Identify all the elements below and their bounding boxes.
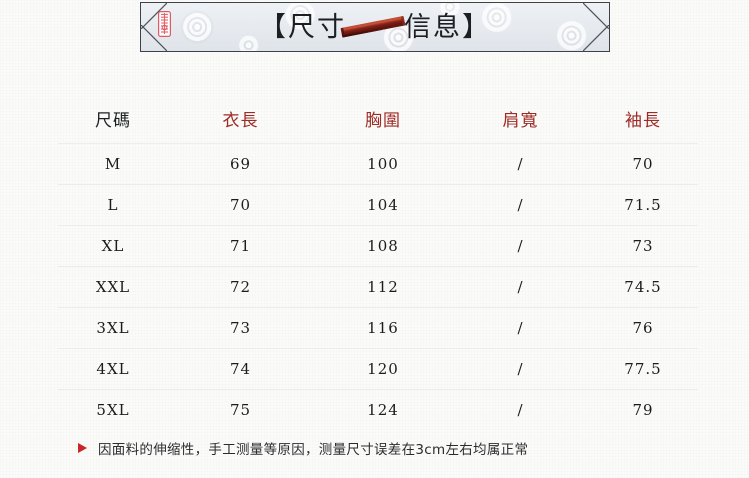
cell-length: 70 [168,184,313,226]
cell-length: 71 [168,225,313,267]
cell-shoulder: / [453,307,588,349]
cell-length: 69 [168,143,313,185]
cell-size: M [58,143,168,185]
size-table-body: M 69 100 / 70 L 70 104 / 71.5 XL 71 108 [58,143,698,430]
cell-size: L [58,184,168,226]
banner-title-prefix: 【尺寸 [259,11,346,43]
cell-bust: 108 [313,225,453,267]
size-table-container: 尺碼 衣長 胸圍 肩寬 袖長 M 69 100 / 70 L 70 [0,96,749,430]
cell-size: 3XL [58,307,168,349]
cell-length: 72 [168,266,313,308]
cell-sleeve: 77.5 [588,348,698,390]
banner-title-suffix: 信息】 [404,11,491,43]
cell-sleeve: 73 [588,225,698,267]
cell-size: 5XL [58,389,168,430]
cell-shoulder: / [453,389,588,430]
size-table: 尺碼 衣長 胸圍 肩寬 袖長 M 69 100 / 70 L 70 [58,96,698,430]
table-header-row: 尺碼 衣長 胸圍 肩寬 袖長 [58,96,698,144]
measurement-disclaimer: 因面料的伸缩性，手工测量等原因，测量尺寸误差在3cm左右均属正常 [78,438,528,458]
column-header-length: 衣長 [222,111,259,131]
cell-shoulder: / [453,348,588,390]
cell-shoulder: / [453,143,588,185]
cell-sleeve: 71.5 [588,184,698,226]
table-row: XL 71 108 / 73 [58,225,698,267]
cell-shoulder: / [453,266,588,308]
cell-length: 74 [168,348,313,390]
cell-bust: 100 [313,143,453,185]
column-header-shoulder: 肩寬 [502,111,539,131]
cell-bust: 120 [313,348,453,390]
size-info-banner: 【尺寸 [140,2,610,52]
table-row: XXL 72 112 / 74.5 [58,266,698,308]
table-row: 5XL 75 124 / 79 [58,389,698,430]
cell-size: XL [58,225,168,267]
triangle-right-icon [78,443,87,453]
cell-shoulder: / [453,184,588,226]
cell-shoulder: / [453,225,588,267]
size-table-header: 尺碼 衣長 胸圍 肩寬 袖長 [58,96,698,144]
wooden-ruler-icon [336,12,410,42]
red-seal-stamp-icon [158,11,172,37]
table-row: 3XL 73 116 / 76 [58,307,698,349]
cell-bust: 124 [313,389,453,430]
cell-bust: 116 [313,307,453,349]
table-row: L 70 104 / 71.5 [58,184,698,226]
column-header-bust: 胸圍 [365,111,401,131]
cell-length: 73 [168,307,313,349]
column-header-sleeve: 袖長 [625,111,661,131]
cell-sleeve: 74.5 [588,266,698,308]
cell-bust: 104 [313,184,453,226]
table-row: 4XL 74 120 / 77.5 [58,348,698,390]
cell-sleeve: 70 [588,143,698,185]
cell-sleeve: 76 [588,307,698,349]
cell-size: XXL [58,266,168,308]
cell-sleeve: 79 [588,389,698,430]
table-row: M 69 100 / 70 [58,143,698,185]
cell-size: 4XL [58,348,168,390]
banner-title: 【尺寸 [141,3,609,51]
cell-bust: 112 [313,266,453,308]
measurement-disclaimer-text: 因面料的伸缩性，手工测量等原因，测量尺寸误差在3cm左右均属正常 [98,442,529,458]
cell-length: 75 [168,389,313,430]
column-header-size: 尺碼 [95,111,131,131]
